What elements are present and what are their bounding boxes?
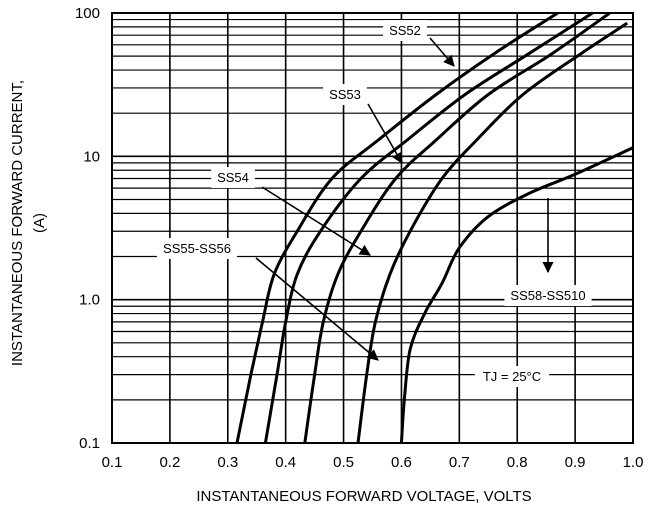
series-ss54 bbox=[303, 11, 611, 444]
annotation-label-bg bbox=[323, 84, 367, 105]
x-tick-label: 0.6 bbox=[391, 454, 412, 471]
curves bbox=[235, 11, 634, 444]
annotation-arrow bbox=[429, 37, 455, 67]
x-axis-title: INSTANTANEOUS FORWARD VOLTAGE, VOLTS bbox=[196, 488, 531, 505]
y-tick-label: 10 bbox=[83, 148, 100, 165]
condition-label: TJ = 25°C bbox=[483, 369, 541, 384]
x-tick-label: 0.5 bbox=[333, 454, 354, 471]
plot-frame bbox=[111, 12, 634, 444]
y-axis-title-line2: (A) bbox=[31, 213, 48, 233]
annotation-label-ss58-ss510: SS58-SS510 bbox=[510, 288, 585, 303]
y-axis-ticks: 0.1 1.0 10 100 bbox=[75, 5, 100, 452]
annotation-label-ss53: SS53 bbox=[329, 87, 361, 102]
annotation-label-bg bbox=[157, 238, 237, 259]
y-tick-label: 100 bbox=[75, 5, 100, 22]
annotations: SS52 SS53 SS54 SS55-SS56 SS58-SS510 TJ = 25°C bbox=[157, 20, 592, 387]
annotation-label-bg bbox=[383, 20, 427, 41]
x-tick-label: 0.2 bbox=[159, 454, 180, 471]
x-tick-label: 1.0 bbox=[623, 454, 644, 471]
y-tick-label: 1.0 bbox=[79, 292, 100, 309]
annotation-label-ss52: SS52 bbox=[389, 23, 421, 38]
series-ss53 bbox=[263, 11, 594, 444]
annotation-arrow bbox=[261, 186, 371, 256]
annotation-label-bg bbox=[504, 285, 592, 306]
annotation-arrow bbox=[367, 103, 403, 164]
y-axis-title-line1: INSTANTANEOUS FORWARD CURRENT, bbox=[9, 80, 26, 366]
x-tick-label: 0.8 bbox=[507, 454, 528, 471]
x-tick-label: 0.4 bbox=[275, 454, 296, 471]
annotation-arrow bbox=[255, 257, 379, 361]
annotation-label-bg bbox=[211, 167, 255, 188]
series-ss52 bbox=[235, 11, 559, 444]
series-ss58-ss510 bbox=[399, 146, 634, 444]
x-tick-label: 0.9 bbox=[565, 454, 586, 471]
y-tick-label: 0.1 bbox=[79, 435, 100, 452]
condition-label-bg bbox=[474, 366, 550, 387]
x-tick-label: 0.3 bbox=[217, 454, 238, 471]
x-tick-label: 0.7 bbox=[449, 454, 470, 471]
grid bbox=[111, 13, 634, 444]
annotation-label-ss54: SS54 bbox=[217, 170, 249, 185]
x-tick-label: 0.1 bbox=[102, 454, 123, 471]
x-axis-ticks: 0.1 0.2 0.3 0.4 0.5 0.6 0.7 0.8 0.9 1.0 bbox=[102, 454, 644, 471]
annotation-label-ss55-ss56: SS55-SS56 bbox=[163, 241, 231, 256]
